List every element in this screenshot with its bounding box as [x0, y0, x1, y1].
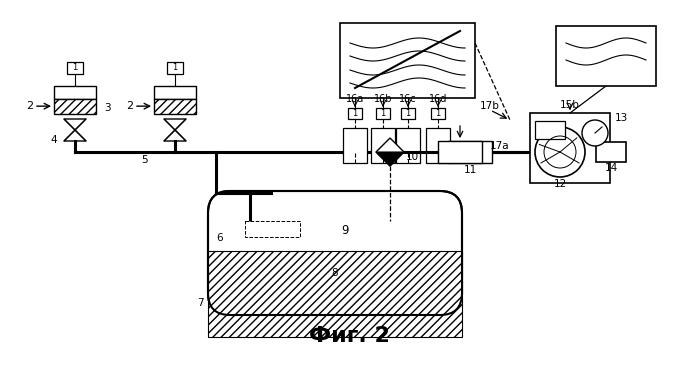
Text: 6: 6: [217, 233, 223, 243]
Text: 5: 5: [142, 155, 148, 165]
Text: 3: 3: [104, 103, 110, 113]
FancyBboxPatch shape: [208, 191, 462, 315]
Text: 15b: 15b: [560, 100, 580, 110]
Text: 1: 1: [173, 63, 178, 72]
Bar: [67, 62, 83, 74]
Bar: [596, 142, 626, 162]
Bar: [530, 113, 610, 183]
Bar: [348, 108, 362, 119]
Bar: [401, 108, 415, 119]
Text: 1: 1: [435, 108, 440, 117]
Text: 1: 1: [405, 108, 410, 117]
Text: 7: 7: [196, 298, 203, 308]
Polygon shape: [376, 152, 404, 166]
Text: 17a: 17a: [490, 141, 510, 151]
Text: 13: 13: [615, 113, 628, 123]
Text: 14: 14: [605, 163, 618, 173]
Circle shape: [582, 120, 608, 146]
Text: 2: 2: [27, 101, 34, 111]
Bar: [376, 108, 390, 119]
Text: 17b: 17b: [480, 101, 500, 111]
Text: 10: 10: [405, 152, 419, 162]
Text: 16c: 16c: [399, 94, 417, 104]
Bar: [54, 98, 96, 114]
Bar: [438, 141, 482, 163]
Bar: [426, 128, 450, 163]
Text: 2: 2: [127, 101, 134, 111]
Bar: [343, 128, 367, 163]
Text: 1: 1: [380, 108, 386, 117]
Text: 1: 1: [352, 108, 358, 117]
Polygon shape: [376, 138, 404, 166]
Bar: [340, 23, 475, 98]
Bar: [154, 98, 196, 114]
Bar: [431, 108, 445, 119]
Bar: [154, 86, 196, 98]
Bar: [167, 62, 183, 74]
Bar: [245, 221, 300, 237]
Bar: [54, 86, 96, 98]
Text: 11: 11: [463, 165, 477, 175]
Bar: [371, 128, 395, 163]
Text: 16b: 16b: [374, 94, 392, 104]
Bar: [396, 128, 420, 163]
Text: 9: 9: [341, 224, 349, 238]
Bar: [448, 141, 492, 163]
Circle shape: [535, 127, 585, 177]
Bar: [556, 26, 656, 86]
Text: 12: 12: [554, 179, 567, 189]
Text: 1: 1: [73, 63, 78, 72]
Text: 16a: 16a: [346, 94, 364, 104]
Bar: [208, 251, 462, 337]
Text: 16d: 16d: [428, 94, 447, 104]
Text: 8: 8: [332, 268, 338, 278]
Bar: [535, 121, 565, 139]
Text: 4: 4: [50, 135, 57, 145]
Text: Фиг. 2: Фиг. 2: [308, 326, 389, 346]
